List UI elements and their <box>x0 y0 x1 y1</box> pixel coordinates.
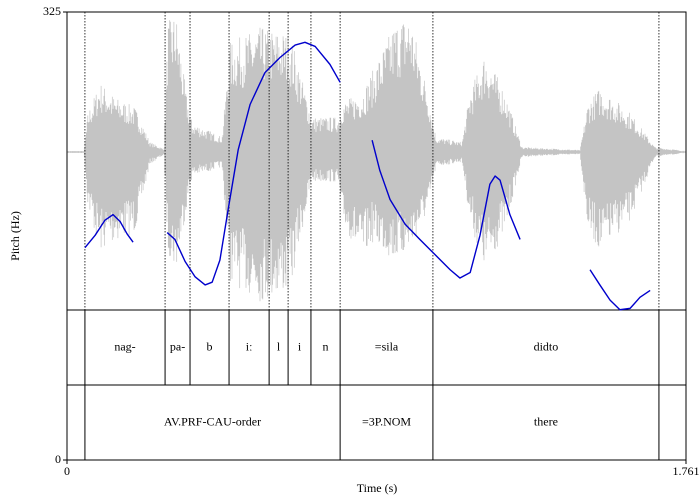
tier-label: AV.PRF-CAU-order <box>164 414 261 428</box>
x-tick-label: 1.761 <box>673 464 700 478</box>
tier-label: there <box>534 414 558 428</box>
tier-label: i <box>298 339 302 353</box>
tier-label: =3P.NOM <box>362 414 411 428</box>
tier-label: didto <box>534 339 559 353</box>
plot-frame <box>66 11 687 461</box>
waveform-trace <box>67 20 686 302</box>
x-tick-label: 0 <box>64 464 70 478</box>
y-axis-label: Pitch (Hz) <box>8 211 22 261</box>
tier-label: pa- <box>170 339 185 353</box>
pitch-line <box>84 41 651 311</box>
tier-label: iː <box>246 339 253 353</box>
y-tick-label: 325 <box>43 4 61 18</box>
tier-label: b <box>207 339 213 353</box>
tier-label: n <box>323 339 329 353</box>
waveform <box>67 20 686 302</box>
tier-label: l <box>277 339 281 353</box>
tier-label: =sila <box>375 339 399 353</box>
y-tick-label: 0 <box>55 452 61 466</box>
tier-label: nag- <box>114 339 135 353</box>
x-axis-label: Time (s) <box>357 481 398 495</box>
